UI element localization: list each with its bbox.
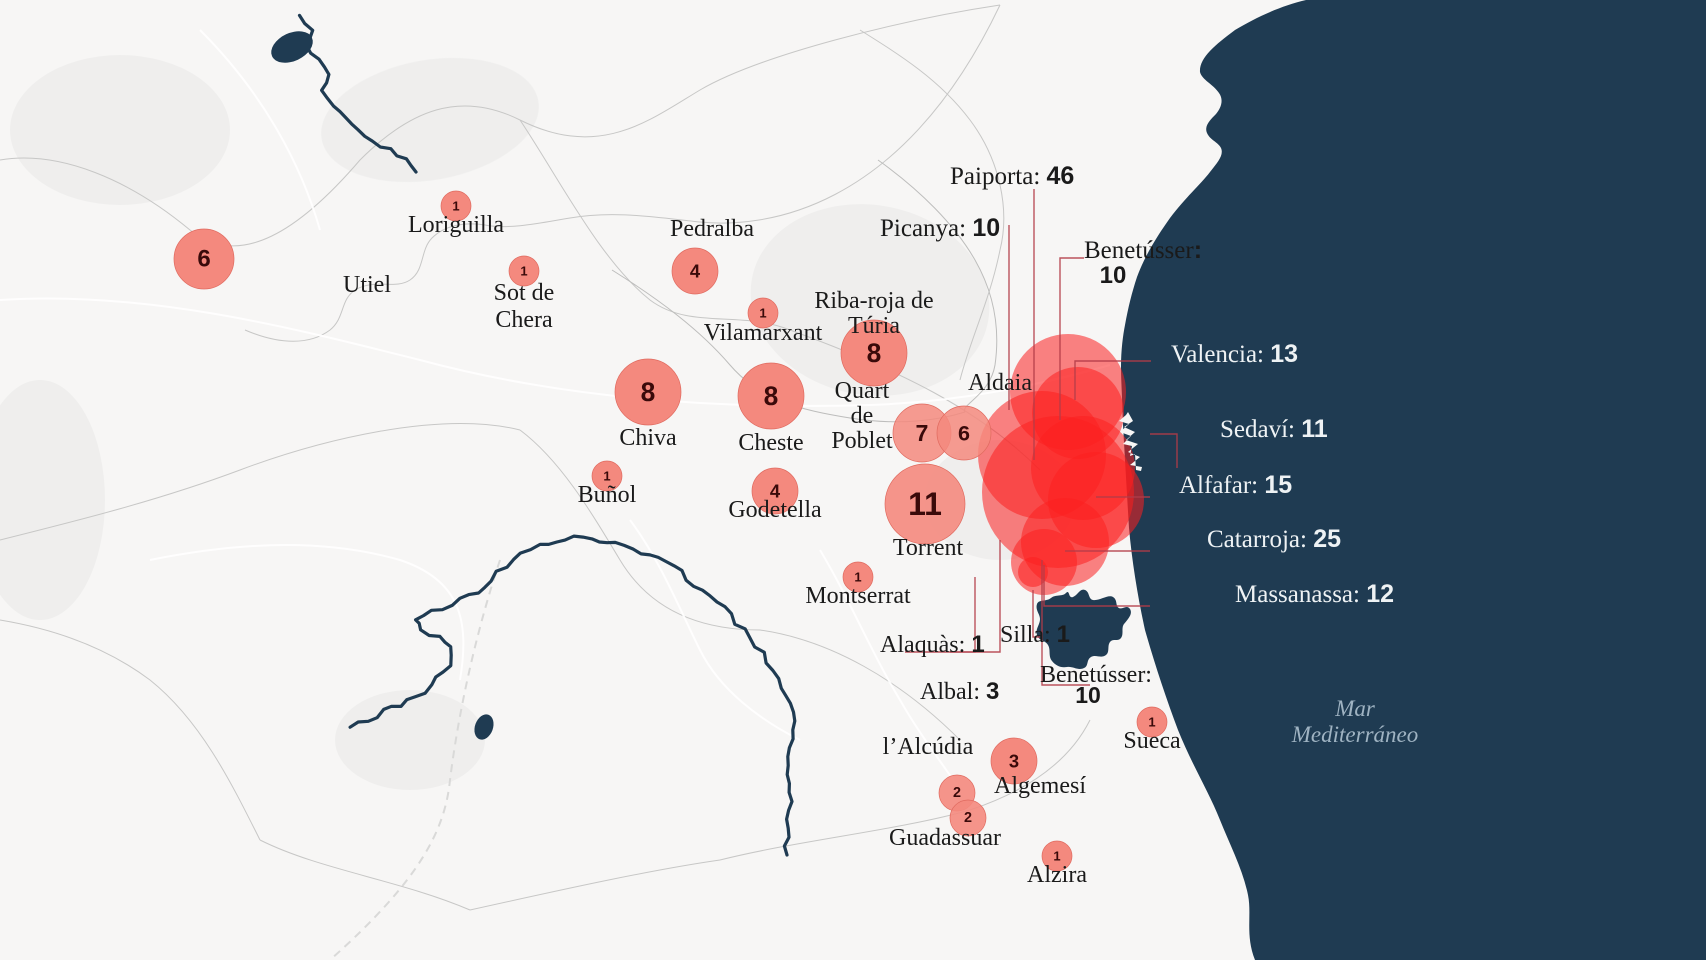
svg-text:Pedralba: Pedralba — [670, 216, 754, 242]
svg-text:Poblet: Poblet — [831, 428, 893, 454]
svg-text:Riba-roja de: Riba-roja de — [814, 288, 933, 314]
svg-text:Vilamarxant: Vilamarxant — [704, 320, 823, 346]
svg-text:6: 6 — [958, 421, 970, 446]
svg-text:1: 1 — [759, 306, 766, 321]
svg-text:11: 11 — [908, 486, 942, 522]
svg-text:Catarroja: 25: Catarroja: 25 — [1207, 525, 1341, 553]
svg-text:6: 6 — [197, 246, 210, 273]
svg-text:8: 8 — [641, 377, 656, 407]
svg-text:Túria: Túria — [848, 313, 900, 339]
svg-text:Aldaia: Aldaia — [968, 370, 1032, 396]
svg-text:2: 2 — [964, 810, 972, 826]
svg-text:Alfafar: 15: Alfafar: 15 — [1179, 471, 1292, 499]
svg-text:Utiel: Utiel — [343, 272, 391, 298]
svg-text:Chiva: Chiva — [619, 425, 677, 451]
svg-text:Buñol: Buñol — [578, 482, 637, 508]
svg-text:Paiporta: 46: Paiporta: 46 — [950, 162, 1074, 190]
svg-text:4: 4 — [690, 261, 701, 282]
svg-text:Albal: 3: Albal: 3 — [920, 678, 999, 705]
svg-text:Cheste: Cheste — [738, 430, 803, 456]
svg-text:Godetella: Godetella — [728, 497, 822, 523]
svg-text:Picanya: 10: Picanya: 10 — [880, 214, 1000, 242]
svg-text:Montserrat: Montserrat — [805, 583, 911, 609]
svg-text:2: 2 — [953, 785, 961, 801]
svg-text:l’Alcúdia: l’Alcúdia — [883, 734, 974, 760]
svg-text:Benetússer:: Benetússer: — [1084, 236, 1202, 264]
svg-text:Algemesí: Algemesí — [994, 773, 1086, 799]
svg-text:Silla: 1: Silla: 1 — [1000, 621, 1070, 648]
svg-text:Valencia: 13: Valencia: 13 — [1171, 340, 1298, 368]
svg-text:Chera: Chera — [495, 307, 553, 333]
svg-text:Mar: Mar — [1334, 696, 1376, 721]
svg-text:8: 8 — [867, 338, 882, 368]
svg-text:3: 3 — [1009, 751, 1019, 772]
svg-text:Alaquàs: 1: Alaquàs: 1 — [880, 631, 985, 658]
svg-text:Guadassuar: Guadassuar — [889, 825, 1001, 851]
svg-text:Massanassa: 12: Massanassa: 12 — [1235, 580, 1394, 608]
svg-text:10: 10 — [1100, 262, 1127, 289]
svg-text:Sedaví: 11: Sedaví: 11 — [1220, 415, 1328, 443]
svg-text:Quart: Quart — [835, 378, 890, 404]
svg-text:Sueca: Sueca — [1123, 728, 1181, 754]
svg-text:1: 1 — [520, 264, 527, 279]
svg-text:7: 7 — [916, 420, 929, 446]
svg-text:Sot de: Sot de — [494, 280, 555, 306]
svg-text:Loriguilla: Loriguilla — [408, 212, 504, 238]
svg-text:Mediterráneo: Mediterráneo — [1291, 722, 1418, 747]
svg-text:8: 8 — [764, 381, 779, 411]
svg-text:10: 10 — [1075, 682, 1101, 708]
svg-text:de: de — [851, 403, 874, 429]
svg-text:Torrent: Torrent — [893, 535, 964, 561]
svg-text:Alzira: Alzira — [1027, 862, 1087, 888]
